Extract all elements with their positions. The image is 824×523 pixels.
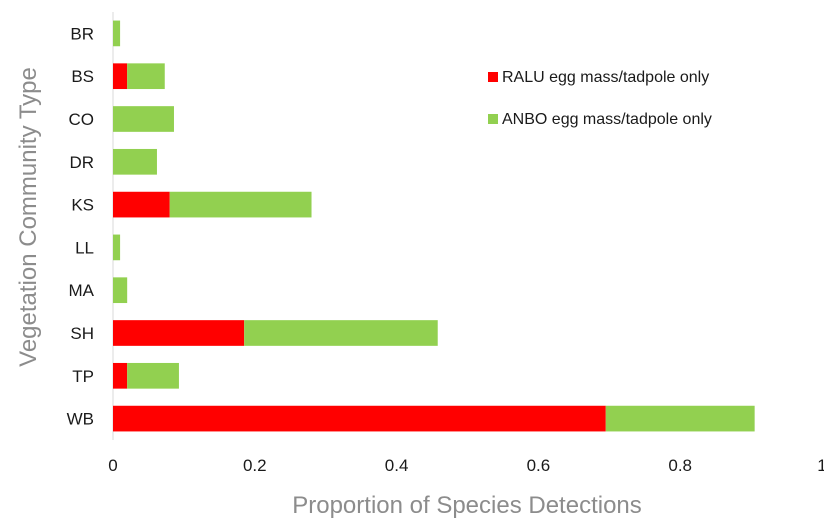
legend-label-anbo: ANBO egg mass/tadpole only [502, 111, 712, 128]
bar-br-anbo [113, 20, 121, 47]
x-tick-label: 0.4 [385, 456, 409, 475]
legend-swatch-anbo [488, 114, 498, 124]
bar-bs-anbo [127, 63, 165, 90]
bar-ks-anbo [169, 191, 312, 218]
legend: RALU egg mass/tadpole only ANBO egg mass/… [488, 69, 712, 128]
y-tick-label-br: BR [70, 24, 94, 43]
y-tick-labels: BR BS CO DR KS LL MA SH TP WB [67, 24, 95, 428]
bar-tp-anbo [127, 362, 179, 389]
bar-wb-ralu [113, 405, 606, 432]
bar-dr-anbo [113, 148, 157, 175]
bar-ll-anbo [113, 234, 121, 261]
bar-ma-anbo [113, 277, 128, 304]
bar-bs-ralu [113, 63, 128, 90]
bar-sh-ralu [113, 320, 245, 346]
bar-wb-anbo [605, 405, 755, 432]
x-tick-label: 0.2 [243, 456, 267, 475]
y-tick-label-wb: WB [67, 410, 94, 429]
y-tick-label-sh: SH [70, 324, 94, 343]
legend-swatch-ralu [488, 72, 498, 82]
y-tick-label-ll: LL [75, 238, 94, 257]
y-axis-title: Vegetation Community Type [15, 67, 42, 367]
y-tick-label-co: CO [69, 110, 95, 129]
y-tick-label-tp: TP [72, 367, 94, 386]
x-tick-label: 0.8 [668, 456, 692, 475]
y-tick-label-dr: DR [69, 153, 94, 172]
x-tick-labels: 0 0.2 0.4 0.6 0.8 1 [108, 456, 824, 475]
x-tick-label: 0 [108, 456, 117, 475]
y-tick-label-ma: MA [69, 281, 95, 300]
x-axis-title: Proportion of Species Detections [292, 492, 642, 519]
y-tick-label-ks: KS [71, 196, 94, 215]
legend-label-ralu: RALU egg mass/tadpole only [502, 69, 709, 86]
y-tick-label-bs: BS [71, 67, 94, 86]
bar-sh-anbo [244, 320, 438, 346]
bar-co-anbo [113, 106, 174, 132]
bar-ks-ralu [113, 191, 170, 218]
bars-group [113, 20, 755, 432]
x-tick-label: 0.6 [527, 456, 551, 475]
bar-tp-ralu [113, 362, 128, 389]
x-tick-label: 1 [817, 456, 824, 475]
